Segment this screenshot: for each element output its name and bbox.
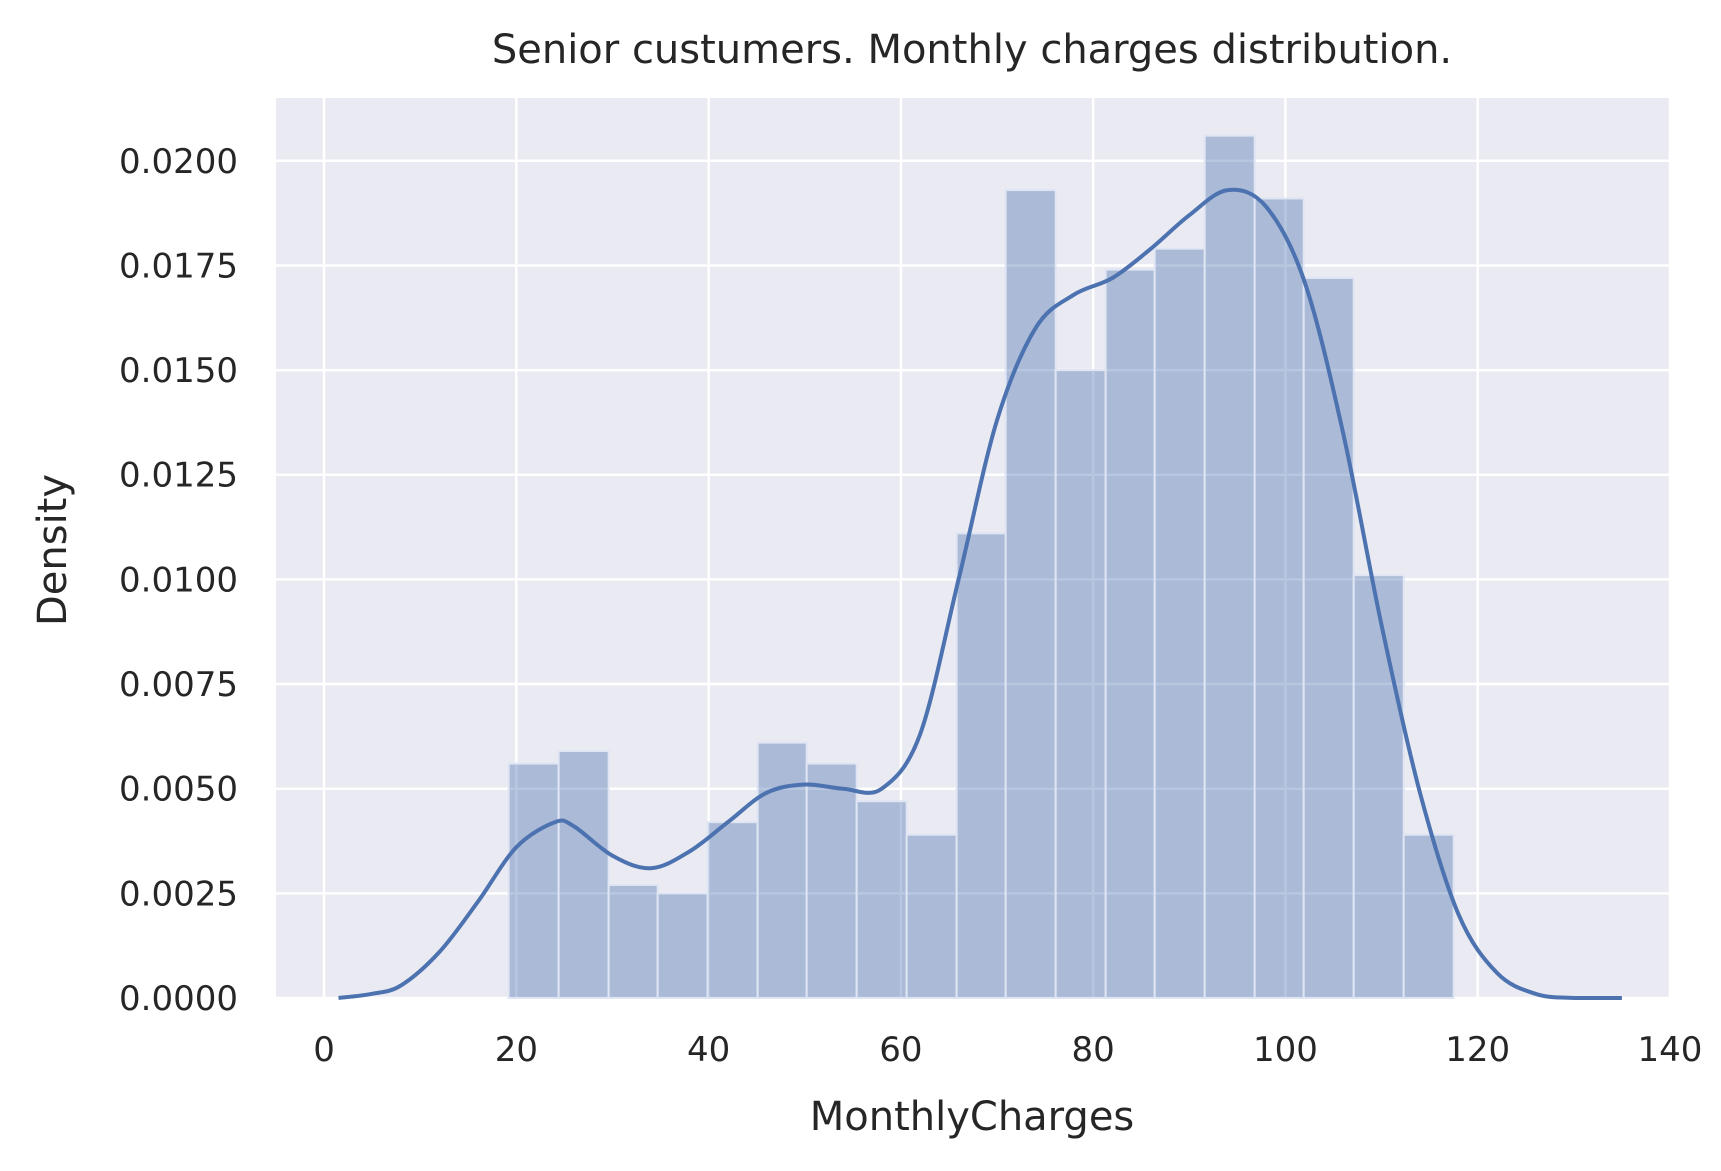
y-tick-label: 0.0000 <box>119 979 238 1019</box>
x-tick-label: 0 <box>313 1030 335 1070</box>
y-tick-label: 0.0175 <box>119 246 238 286</box>
y-tick-label: 0.0100 <box>119 560 238 600</box>
histogram-bar <box>656 892 709 999</box>
histogram-bars <box>507 134 1455 1000</box>
histogram-bar <box>855 800 908 999</box>
kde-curve <box>338 187 1622 1000</box>
x-tick-label: 80 <box>1072 1030 1115 1070</box>
histogram-bar <box>1352 574 1405 999</box>
x-tick-label: 40 <box>687 1030 730 1070</box>
x-axis-label: MonthlyCharges <box>810 1094 1135 1140</box>
x-tick-label: 140 <box>1638 1030 1703 1070</box>
y-tick-label: 0.0050 <box>119 770 238 810</box>
y-axis-label: Density <box>30 474 76 626</box>
y-tick-label: 0.0150 <box>119 351 238 391</box>
histogram-bar <box>1104 268 1156 999</box>
histogram-bar <box>557 750 610 999</box>
histogram-bar <box>905 833 958 1000</box>
x-tick-label: 100 <box>1253 1030 1318 1070</box>
x-tick-label: 20 <box>495 1030 538 1070</box>
histogram-bar <box>507 762 560 1000</box>
histogram-bar <box>1004 189 1057 999</box>
histogram-bar <box>1203 134 1256 999</box>
histogram-bar <box>1402 833 1455 1000</box>
histogram-bar <box>1302 277 1355 999</box>
histogram-bar <box>805 762 858 1000</box>
chart-title: Senior custumers. Monthly charges distri… <box>492 27 1452 73</box>
y-tick-label: 0.0200 <box>119 142 238 182</box>
histogram-bar <box>706 821 759 999</box>
x-tick-label: 120 <box>1445 1030 1510 1070</box>
histogram-bar <box>1054 369 1107 999</box>
y-tick-label: 0.0125 <box>119 456 238 496</box>
histogram-bar <box>955 532 1007 999</box>
x-tick-label: 60 <box>879 1030 922 1070</box>
histogram-bar <box>1253 197 1305 1000</box>
y-axis-ticks: 0.0000 0.0025 0.0050 0.0075 0.0100 0.0125 0.01… <box>119 142 238 1019</box>
histogram-bar <box>607 883 659 999</box>
y-tick-label: 0.0025 <box>119 874 238 914</box>
x-axis-ticks: 0 20 40 60 80 100 120 140 <box>313 1030 1702 1070</box>
y-tick-label: 0.0075 <box>119 665 238 705</box>
histogram-bar <box>1153 247 1206 999</box>
histogram-bar <box>756 741 808 1000</box>
